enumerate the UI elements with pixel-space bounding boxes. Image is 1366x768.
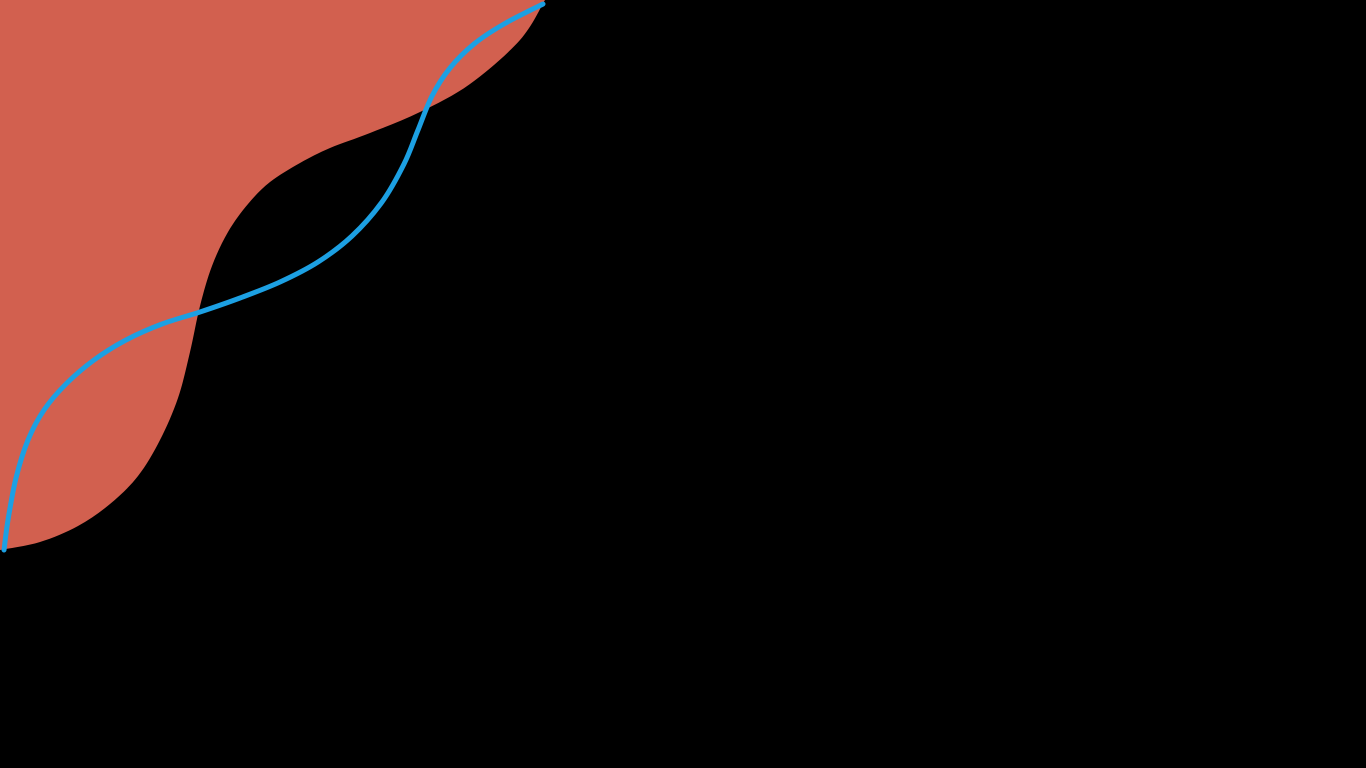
red-area-region — [0, 0, 545, 550]
blue-sigmoid-curve — [1, 1, 546, 553]
